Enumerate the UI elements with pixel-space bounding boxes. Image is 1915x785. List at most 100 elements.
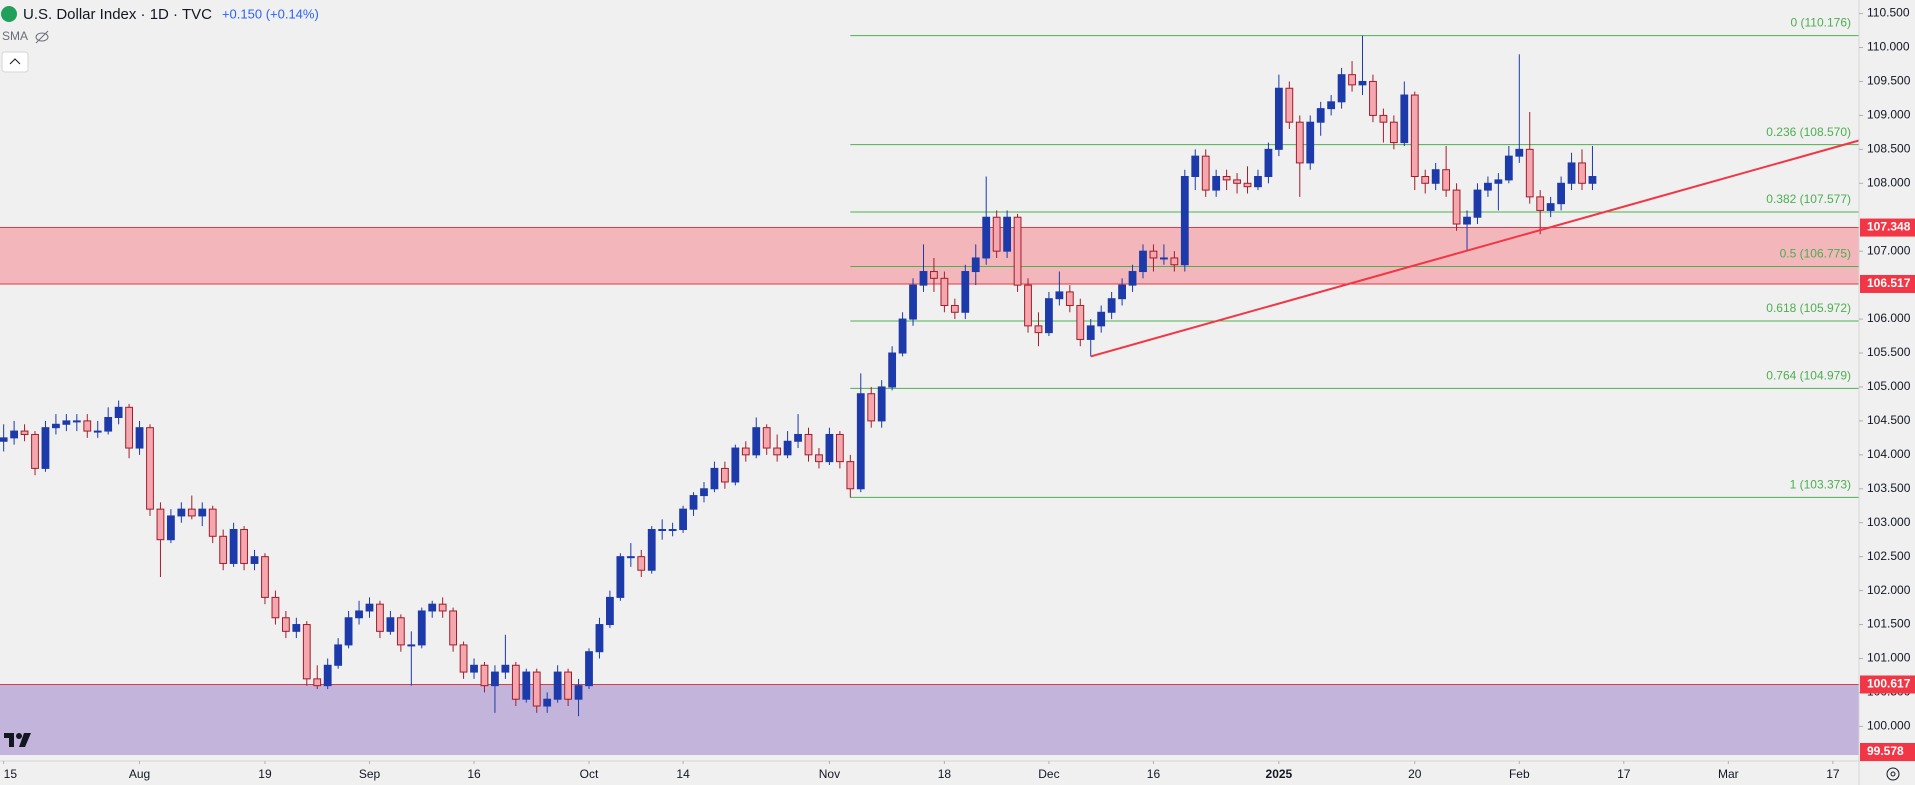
candle-body	[606, 596, 614, 626]
candle-body	[83, 420, 92, 432]
plot-area: 0 (110.176) 0.236 (108.570) 0.382 (107.577…	[0, 16, 1860, 756]
candle-body	[1410, 94, 1419, 178]
y-tick-label: 102.000	[1867, 583, 1911, 597]
candle-body	[428, 603, 437, 612]
candle-body	[1306, 121, 1315, 164]
candle-body	[700, 488, 708, 497]
candle-body	[564, 671, 572, 700]
chart-title: U.S. Dollar Index · 1D · TVC	[23, 6, 212, 23]
tv-logo	[4, 733, 31, 747]
candle-body	[1494, 179, 1503, 184]
candle-body	[459, 644, 468, 673]
y-tick-label: 108.000	[1867, 175, 1911, 189]
zone	[0, 227, 1859, 284]
x-tick-label: 19	[258, 767, 272, 781]
candle-body	[10, 430, 19, 439]
candle-body	[1139, 250, 1147, 273]
y-tick-label: 100.000	[1867, 719, 1911, 733]
candle-body	[1180, 176, 1189, 266]
price-change: +0.150 (+0.14%)	[222, 6, 319, 21]
candle-body	[919, 271, 928, 286]
candle-body	[72, 420, 81, 423]
candle-body	[125, 406, 133, 449]
x-tick-label: Nov	[819, 767, 840, 781]
x-tick-label: 16	[1147, 767, 1161, 781]
y-tick-label: 107.000	[1867, 243, 1911, 257]
fib-label: 0.5 (106.775)	[1780, 247, 1851, 261]
candle-body	[261, 556, 269, 598]
candle-body	[971, 257, 980, 273]
price-label-box	[1860, 218, 1915, 237]
y-tick-label: 101.000	[1867, 651, 1911, 665]
price-label-box	[1860, 274, 1915, 293]
fib-label: 1 (103.373)	[1790, 478, 1851, 492]
candle-body	[1379, 114, 1388, 123]
candle-body	[616, 556, 625, 598]
x-tick-label: 17	[1826, 767, 1840, 781]
candle-body	[491, 671, 499, 687]
candle-body	[323, 664, 332, 687]
hide-icon[interactable]	[35, 30, 49, 44]
candle-body	[1201, 155, 1210, 191]
candle-body	[835, 433, 844, 463]
candle-body	[815, 454, 823, 463]
candle-body	[752, 427, 761, 456]
candle-body	[1065, 291, 1074, 306]
candle-body	[731, 447, 740, 483]
candle-body	[940, 277, 949, 306]
y-tick-label: 105.500	[1867, 345, 1911, 359]
y-tick-label: 106.000	[1867, 311, 1911, 325]
x-tick-label: Oct	[580, 767, 599, 781]
fib-label: 0.764 (104.979)	[1766, 369, 1851, 383]
y-tick-label: 104.500	[1867, 413, 1911, 427]
y-tick-label: 102.500	[1867, 549, 1911, 563]
candle-body	[1452, 189, 1461, 225]
x-tick-label: 20	[1408, 767, 1422, 781]
candle-body	[1327, 101, 1336, 110]
candle-body	[877, 386, 886, 422]
settings-icon[interactable]	[1886, 767, 1900, 781]
candle-body	[344, 617, 353, 646]
candle-body	[52, 423, 60, 429]
candle-body	[679, 508, 687, 531]
collapse-button[interactable]	[1, 51, 29, 73]
candle-body	[1389, 121, 1398, 144]
candle-body	[62, 420, 71, 425]
x-tick-label: Feb	[1509, 767, 1530, 781]
candle-body	[302, 624, 311, 680]
candle-body	[1170, 257, 1179, 266]
x-tick-label: Sep	[359, 767, 381, 781]
candle-body	[961, 271, 970, 313]
price-label: 106.517	[1867, 276, 1911, 290]
candle-body	[480, 664, 489, 687]
candle-body	[114, 406, 123, 418]
candle-body	[1243, 182, 1252, 188]
x-tick-label: Dec	[1038, 767, 1059, 781]
x-tick-label: 17	[1617, 767, 1631, 781]
candle-body	[720, 467, 729, 483]
fib-label: 0.618 (105.972)	[1766, 301, 1851, 315]
price-label-box	[1860, 675, 1915, 694]
candle-body	[1557, 182, 1565, 205]
candle-body	[1097, 311, 1106, 327]
candle-body	[1525, 148, 1534, 198]
candle-body	[626, 556, 635, 559]
candle-body	[1431, 169, 1440, 184]
y-tick-label: 103.500	[1867, 481, 1911, 495]
fib-label: 0.382 (107.577)	[1766, 192, 1851, 206]
candle-body	[773, 447, 782, 456]
candle-body	[1536, 196, 1545, 211]
axes: 110.500 110.000 109.500 109.000 108.500 108.0…	[3, 6, 1915, 781]
candle-body	[208, 508, 217, 537]
candle-body	[1369, 80, 1377, 116]
candle-body	[1118, 284, 1126, 300]
indicator-label: SMA	[2, 29, 28, 43]
price-label: 100.617	[1867, 677, 1911, 691]
candle-body	[825, 433, 834, 463]
candle-body	[1233, 179, 1241, 184]
candle-body	[1578, 162, 1586, 184]
candle-body	[135, 427, 144, 449]
candle-body	[187, 508, 196, 517]
